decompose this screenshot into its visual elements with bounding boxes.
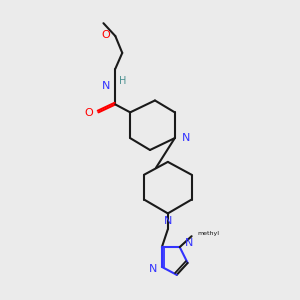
Text: N: N bbox=[102, 81, 110, 91]
Text: H: H bbox=[118, 76, 126, 85]
Text: O: O bbox=[85, 108, 94, 118]
Text: methyl: methyl bbox=[198, 231, 220, 236]
Text: N: N bbox=[164, 216, 172, 226]
Text: N: N bbox=[182, 133, 190, 143]
Text: O: O bbox=[102, 30, 110, 40]
Text: N: N bbox=[148, 264, 157, 274]
Text: N: N bbox=[185, 238, 193, 248]
